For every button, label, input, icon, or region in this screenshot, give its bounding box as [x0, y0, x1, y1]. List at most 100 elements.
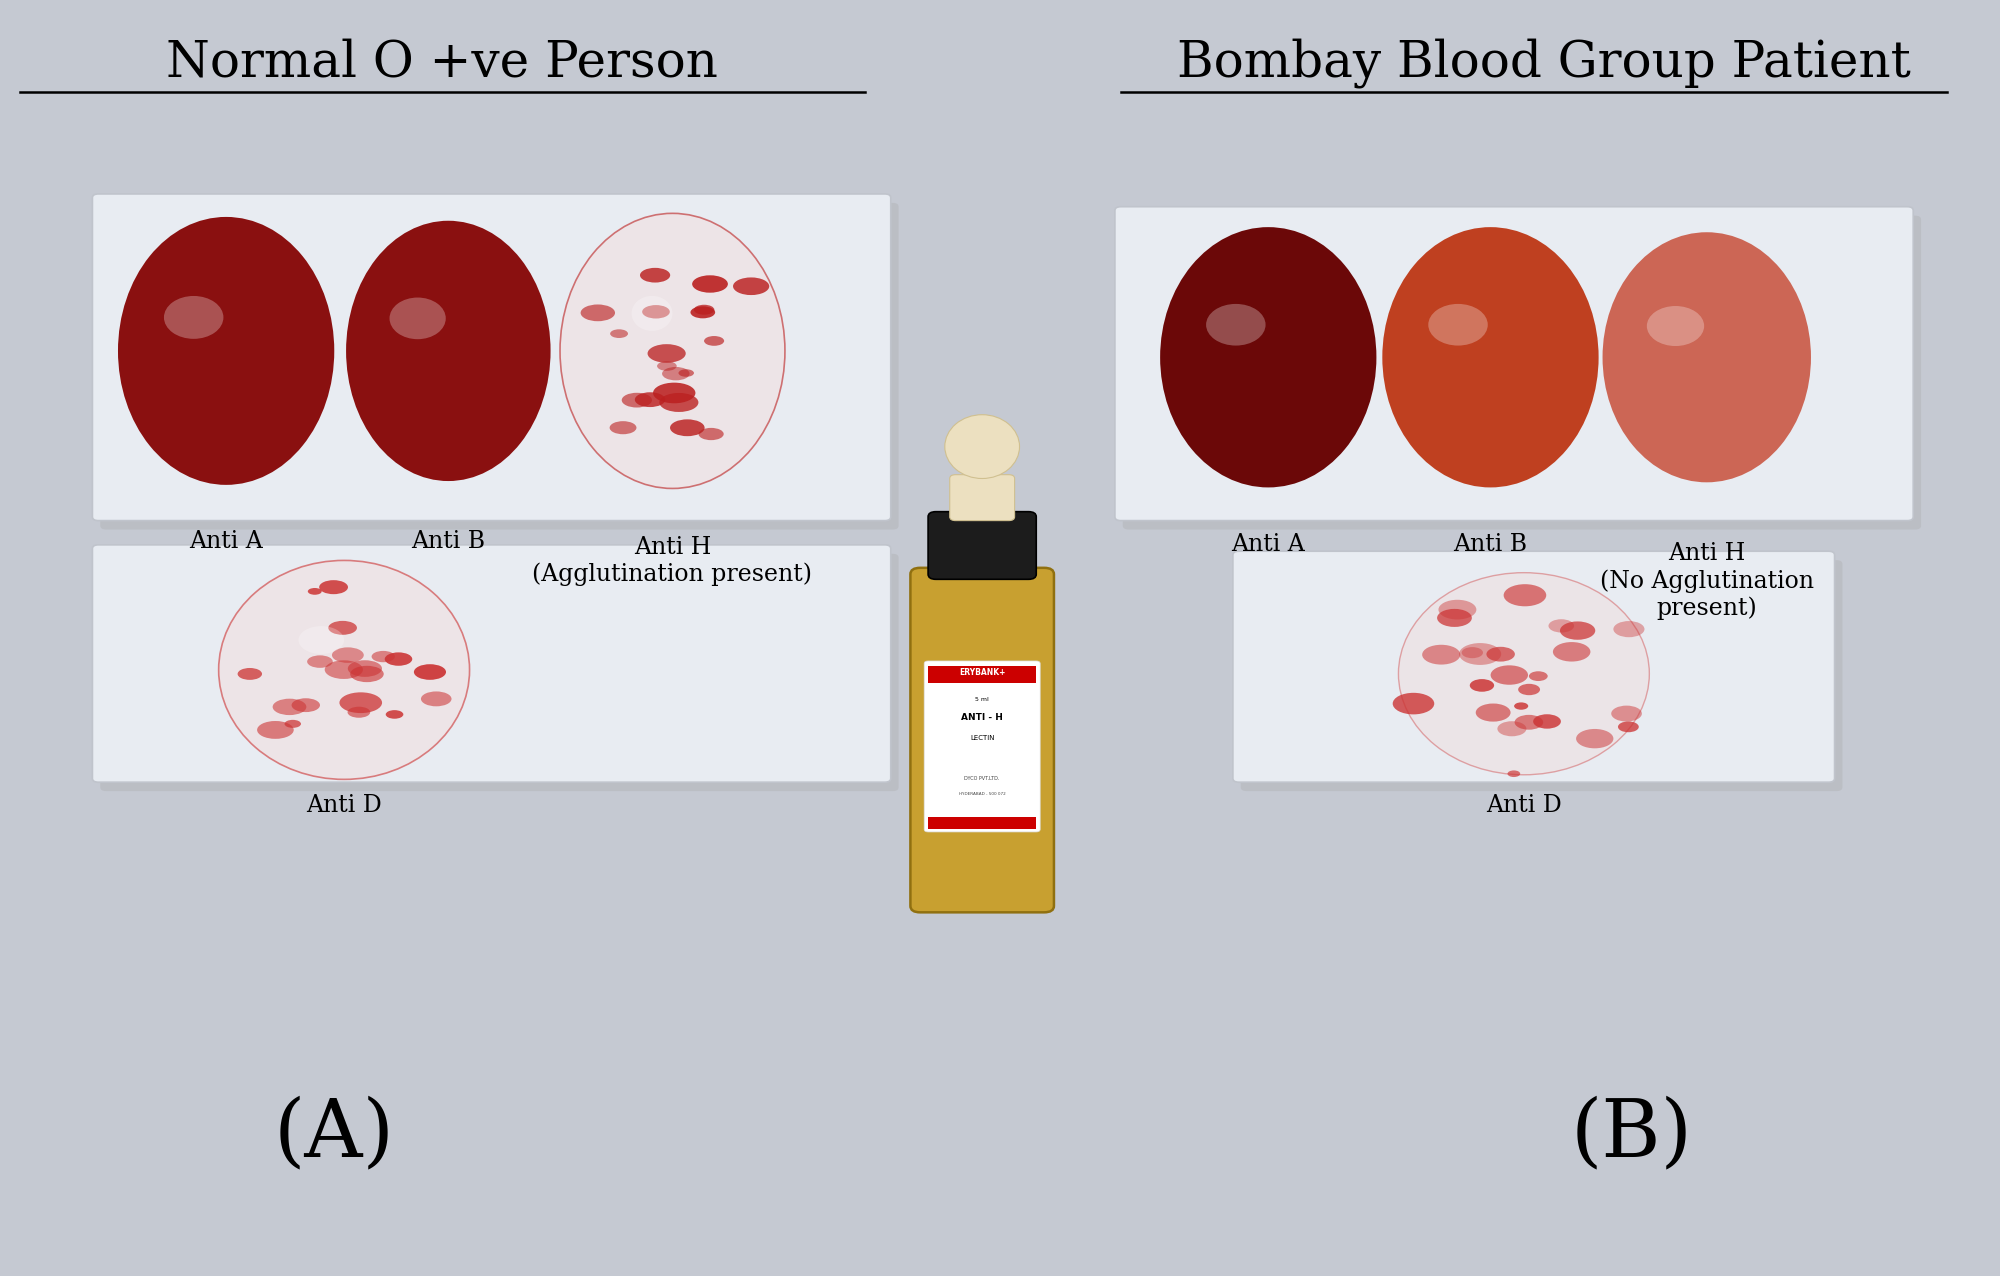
Ellipse shape: [1504, 584, 1546, 606]
Ellipse shape: [308, 588, 322, 595]
Ellipse shape: [1514, 715, 1544, 730]
Ellipse shape: [1422, 644, 1460, 665]
Ellipse shape: [622, 393, 652, 407]
Ellipse shape: [1552, 642, 1590, 661]
Ellipse shape: [634, 392, 666, 407]
Ellipse shape: [1206, 304, 1266, 346]
Ellipse shape: [390, 297, 446, 339]
FancyBboxPatch shape: [928, 666, 1036, 683]
Ellipse shape: [1460, 643, 1502, 665]
Ellipse shape: [164, 296, 224, 339]
Ellipse shape: [1490, 665, 1528, 685]
Text: Normal O +ve Person: Normal O +ve Person: [166, 38, 718, 88]
Ellipse shape: [1518, 684, 1540, 695]
Ellipse shape: [420, 692, 452, 707]
Ellipse shape: [1602, 232, 1810, 482]
Ellipse shape: [1462, 647, 1484, 658]
Ellipse shape: [332, 647, 364, 662]
FancyBboxPatch shape: [950, 475, 1014, 521]
Ellipse shape: [1508, 771, 1520, 777]
FancyBboxPatch shape: [928, 512, 1036, 579]
Ellipse shape: [648, 345, 686, 362]
Ellipse shape: [372, 651, 394, 662]
Ellipse shape: [384, 652, 412, 666]
Ellipse shape: [414, 665, 446, 680]
Ellipse shape: [734, 277, 770, 295]
Ellipse shape: [1438, 600, 1476, 619]
Ellipse shape: [632, 296, 672, 330]
Ellipse shape: [660, 393, 698, 412]
Ellipse shape: [690, 306, 716, 318]
Ellipse shape: [1646, 306, 1704, 346]
Ellipse shape: [1614, 621, 1644, 637]
Ellipse shape: [1612, 706, 1642, 721]
Ellipse shape: [678, 369, 694, 376]
Ellipse shape: [654, 383, 696, 403]
Text: Bombay Blood Group Patient: Bombay Blood Group Patient: [1176, 38, 1910, 88]
Text: DYCO PVT.LTD.: DYCO PVT.LTD.: [964, 776, 1000, 781]
Ellipse shape: [324, 661, 362, 679]
Text: Anti D: Anti D: [306, 794, 382, 817]
FancyBboxPatch shape: [1114, 207, 1914, 521]
Text: ANTI - H: ANTI - H: [962, 712, 1004, 722]
Ellipse shape: [218, 560, 470, 780]
Ellipse shape: [328, 621, 356, 634]
Ellipse shape: [694, 305, 714, 315]
Ellipse shape: [298, 627, 344, 655]
Ellipse shape: [272, 699, 306, 715]
Ellipse shape: [1428, 304, 1488, 346]
Ellipse shape: [1514, 702, 1528, 709]
Ellipse shape: [1498, 721, 1526, 736]
Ellipse shape: [640, 268, 670, 282]
Ellipse shape: [1560, 621, 1596, 639]
FancyBboxPatch shape: [100, 554, 898, 791]
Text: Anti A: Anti A: [1232, 533, 1306, 556]
Ellipse shape: [670, 420, 704, 436]
Text: ERYBANK+: ERYBANK+: [958, 667, 1006, 678]
Ellipse shape: [348, 660, 382, 676]
Ellipse shape: [704, 336, 724, 346]
Ellipse shape: [340, 693, 382, 713]
Text: Anti D: Anti D: [1486, 794, 1562, 817]
Ellipse shape: [308, 656, 332, 667]
FancyBboxPatch shape: [924, 661, 1040, 832]
Ellipse shape: [258, 721, 294, 739]
Ellipse shape: [698, 427, 724, 440]
Ellipse shape: [386, 711, 404, 718]
Ellipse shape: [1470, 679, 1494, 692]
FancyBboxPatch shape: [928, 817, 1036, 829]
Text: LECTIN: LECTIN: [970, 735, 994, 740]
FancyBboxPatch shape: [1240, 560, 1842, 791]
Ellipse shape: [662, 367, 690, 380]
FancyBboxPatch shape: [1232, 551, 1834, 782]
Ellipse shape: [350, 666, 384, 683]
Ellipse shape: [320, 581, 348, 595]
Text: Anti H
(Agglutination present): Anti H (Agglutination present): [532, 536, 812, 586]
Ellipse shape: [610, 421, 636, 434]
FancyBboxPatch shape: [92, 545, 890, 782]
Ellipse shape: [1486, 647, 1514, 661]
Ellipse shape: [1438, 609, 1472, 627]
Ellipse shape: [1548, 619, 1574, 633]
Text: 5 ml: 5 ml: [976, 697, 990, 702]
Text: HYDERABAD - 500 072: HYDERABAD - 500 072: [958, 791, 1006, 796]
Text: Anti B: Anti B: [412, 530, 486, 553]
Ellipse shape: [560, 213, 784, 489]
Ellipse shape: [1528, 671, 1548, 681]
Ellipse shape: [580, 305, 616, 322]
FancyBboxPatch shape: [100, 203, 898, 530]
Ellipse shape: [692, 276, 728, 292]
FancyBboxPatch shape: [92, 194, 890, 521]
Ellipse shape: [1160, 227, 1376, 487]
Ellipse shape: [642, 305, 670, 319]
Text: (A): (A): [274, 1096, 394, 1174]
Ellipse shape: [238, 667, 262, 680]
Ellipse shape: [118, 217, 334, 485]
Ellipse shape: [1392, 693, 1434, 715]
Ellipse shape: [658, 361, 676, 371]
Text: Anti A: Anti A: [190, 530, 264, 553]
Ellipse shape: [944, 415, 1020, 478]
Ellipse shape: [348, 707, 370, 717]
Ellipse shape: [1382, 227, 1598, 487]
Text: (B): (B): [1572, 1096, 1694, 1174]
